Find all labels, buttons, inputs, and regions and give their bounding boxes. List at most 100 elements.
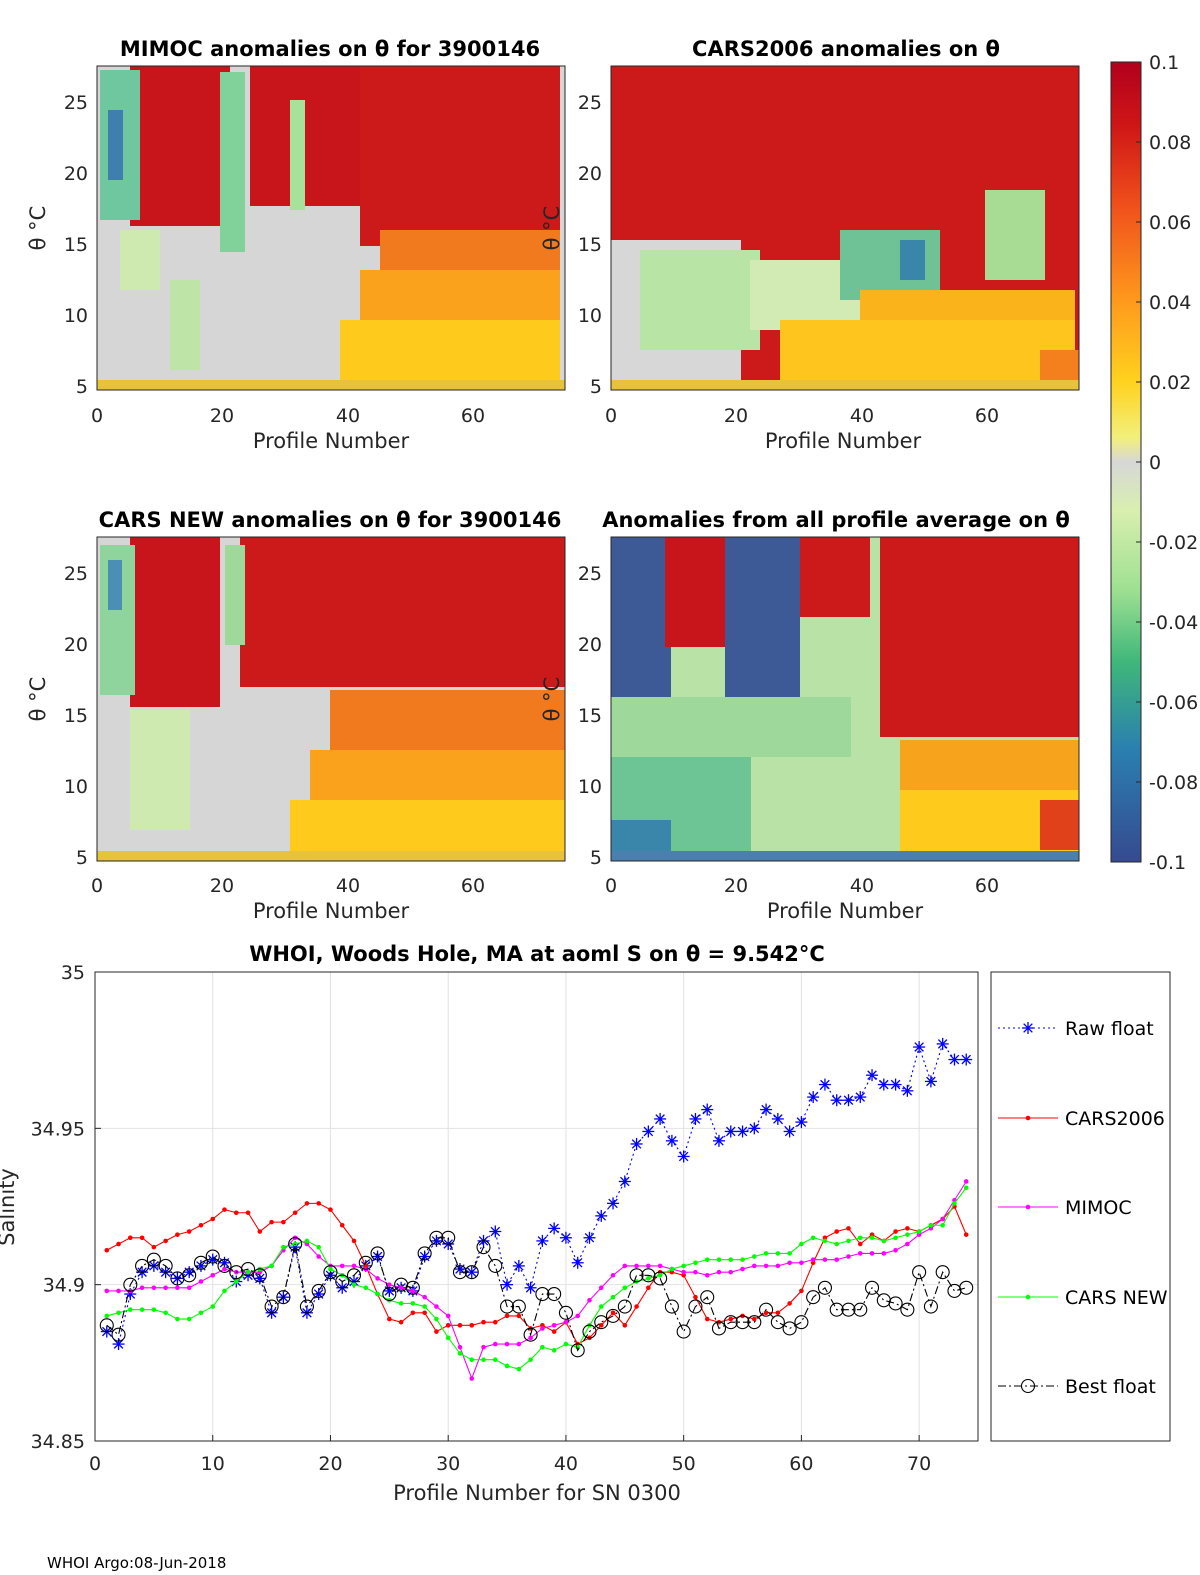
data-point [346, 1268, 362, 1283]
data-point [245, 1210, 251, 1216]
data-point [410, 1288, 416, 1294]
data-point [492, 1341, 498, 1347]
y-tick: 25 [578, 92, 602, 114]
data-point [771, 1112, 784, 1125]
data-point [760, 1103, 773, 1116]
data-point [881, 1238, 887, 1244]
colorbar-tick-label: -0.08 [1149, 772, 1198, 794]
panel-frame [610, 65, 1080, 391]
x-tick: 50 [672, 1453, 696, 1475]
data-point [629, 1268, 644, 1283]
x-tick: 70 [907, 1453, 931, 1475]
data-point [854, 1091, 867, 1104]
y-tick: 34.85 [31, 1431, 85, 1453]
data-point [822, 1238, 828, 1244]
data-point [622, 1323, 628, 1328]
data-point [787, 1260, 792, 1266]
x-axis-label: Profile Number [253, 899, 410, 923]
data-point [205, 1249, 220, 1264]
data-point [536, 1234, 549, 1247]
data-point [700, 1290, 715, 1305]
data-point [622, 1285, 628, 1291]
data-point [787, 1251, 792, 1256]
data-point [952, 1201, 957, 1206]
data-point [276, 1290, 291, 1305]
y-tick: 35 [61, 962, 85, 984]
data-point [339, 1263, 345, 1269]
data-point [842, 1094, 855, 1107]
data-point [540, 1326, 545, 1331]
data-point [112, 1338, 125, 1351]
data-point [551, 1329, 557, 1334]
data-point [701, 1103, 714, 1116]
data-point [370, 1246, 385, 1261]
data-point [210, 1216, 216, 1222]
data-point [186, 1316, 192, 1322]
data-point [422, 1294, 427, 1300]
data-point [410, 1310, 416, 1316]
data-point [135, 1258, 150, 1273]
data-point [689, 1112, 702, 1125]
data-point [163, 1310, 168, 1316]
data-point [304, 1201, 310, 1206]
data-point [817, 1280, 832, 1295]
data-point [617, 1299, 632, 1314]
data-point [905, 1226, 910, 1231]
anomaly-panel-mimoc: MIMOC anomalies on θ for 3900146 0 20 40… [26, 37, 566, 453]
data-point [857, 1251, 863, 1256]
data-point [857, 1235, 863, 1241]
data-point [418, 1250, 431, 1263]
data-point [653, 1271, 668, 1286]
data-point [387, 1316, 392, 1322]
data-point [822, 1257, 828, 1262]
data-point [810, 1235, 816, 1241]
colorbar-tick-label: -0.06 [1149, 692, 1198, 714]
x-tick: 40 [554, 1453, 578, 1475]
data-point [799, 1260, 804, 1266]
colorbar-tick-label: -0.02 [1149, 532, 1198, 554]
anomaly-heatmap [97, 66, 565, 390]
data-point [677, 1150, 690, 1163]
data-point [770, 1315, 785, 1330]
data-point [128, 1235, 133, 1241]
plot-frame [94, 971, 979, 1442]
data-point [504, 1313, 510, 1319]
data-point [351, 1238, 357, 1244]
data-point [233, 1279, 239, 1284]
data-point [139, 1307, 145, 1312]
colorbar: 0.1 0.08 0.06 0.04 0.02 0 -0.02 -0.04 -0.06 -0.08… [1110, 52, 1198, 874]
data-point [292, 1210, 298, 1216]
data-point [704, 1257, 710, 1262]
data-point [948, 1053, 961, 1066]
data-point [304, 1238, 310, 1244]
data-point [752, 1316, 757, 1322]
data-point [563, 1319, 569, 1325]
legend-label: Best float [1065, 1376, 1156, 1398]
series-cars-new [104, 1185, 969, 1372]
legend-item: Raw float [998, 1018, 1154, 1040]
data-point [665, 1134, 678, 1147]
data-point [598, 1285, 604, 1291]
data-point [241, 1261, 256, 1277]
data-point [783, 1125, 796, 1138]
data-point [740, 1257, 745, 1262]
panel-title: Anomalies from all profile average on θ [602, 508, 1070, 532]
legend-swatch-marker [1025, 1204, 1031, 1210]
data-point [422, 1310, 427, 1316]
data-point [598, 1304, 604, 1309]
data-point [893, 1235, 898, 1241]
anomaly-panel-all-profile-average: Anomalies from all profile average on θ … [540, 508, 1080, 923]
data-point [457, 1351, 463, 1356]
data-point [323, 1265, 338, 1280]
data-point [339, 1222, 345, 1228]
x-tick: 20 [724, 875, 748, 897]
data-point [269, 1263, 274, 1269]
data-point [434, 1304, 439, 1309]
legend-swatch-marker [1022, 1022, 1034, 1034]
x-tick: 40 [336, 405, 360, 427]
data-point [151, 1307, 157, 1312]
data-point [500, 1299, 515, 1314]
data-point [795, 1116, 808, 1129]
y-tick: 5 [590, 847, 602, 869]
y-tick: 5 [76, 376, 88, 398]
